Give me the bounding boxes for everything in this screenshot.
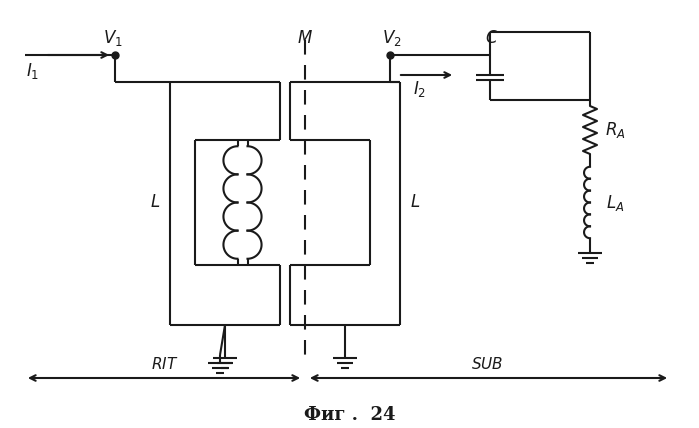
Text: $C$: $C$ xyxy=(485,30,499,47)
Text: $M$: $M$ xyxy=(297,30,313,47)
Text: $RIT$: $RIT$ xyxy=(151,356,179,372)
Text: $SUB$: $SUB$ xyxy=(471,356,504,372)
Text: $L$: $L$ xyxy=(150,194,160,211)
Text: $I_2$: $I_2$ xyxy=(413,79,426,99)
Text: $V_1$: $V_1$ xyxy=(103,28,123,48)
Text: $V_2$: $V_2$ xyxy=(382,28,402,48)
Text: Фиг .  24: Фиг . 24 xyxy=(304,406,396,424)
Text: $I_1$: $I_1$ xyxy=(27,61,40,81)
Text: $L_A$: $L_A$ xyxy=(606,193,624,212)
Text: $L$: $L$ xyxy=(410,194,420,211)
Text: $R_A$: $R_A$ xyxy=(605,120,626,140)
